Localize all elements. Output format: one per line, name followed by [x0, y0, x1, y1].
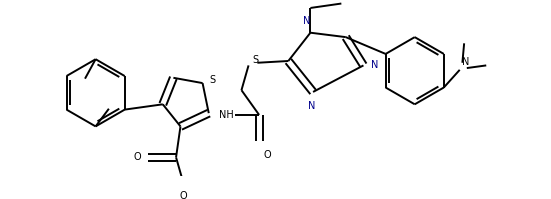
Text: S: S	[252, 55, 258, 65]
Text: NH: NH	[219, 110, 234, 120]
Text: N: N	[462, 57, 470, 67]
Text: N: N	[370, 60, 378, 70]
Text: O: O	[133, 152, 141, 162]
Text: O: O	[179, 191, 187, 199]
Text: N: N	[303, 16, 311, 26]
Text: S: S	[209, 75, 216, 85]
Text: N: N	[307, 101, 315, 111]
Text: O: O	[263, 150, 271, 160]
